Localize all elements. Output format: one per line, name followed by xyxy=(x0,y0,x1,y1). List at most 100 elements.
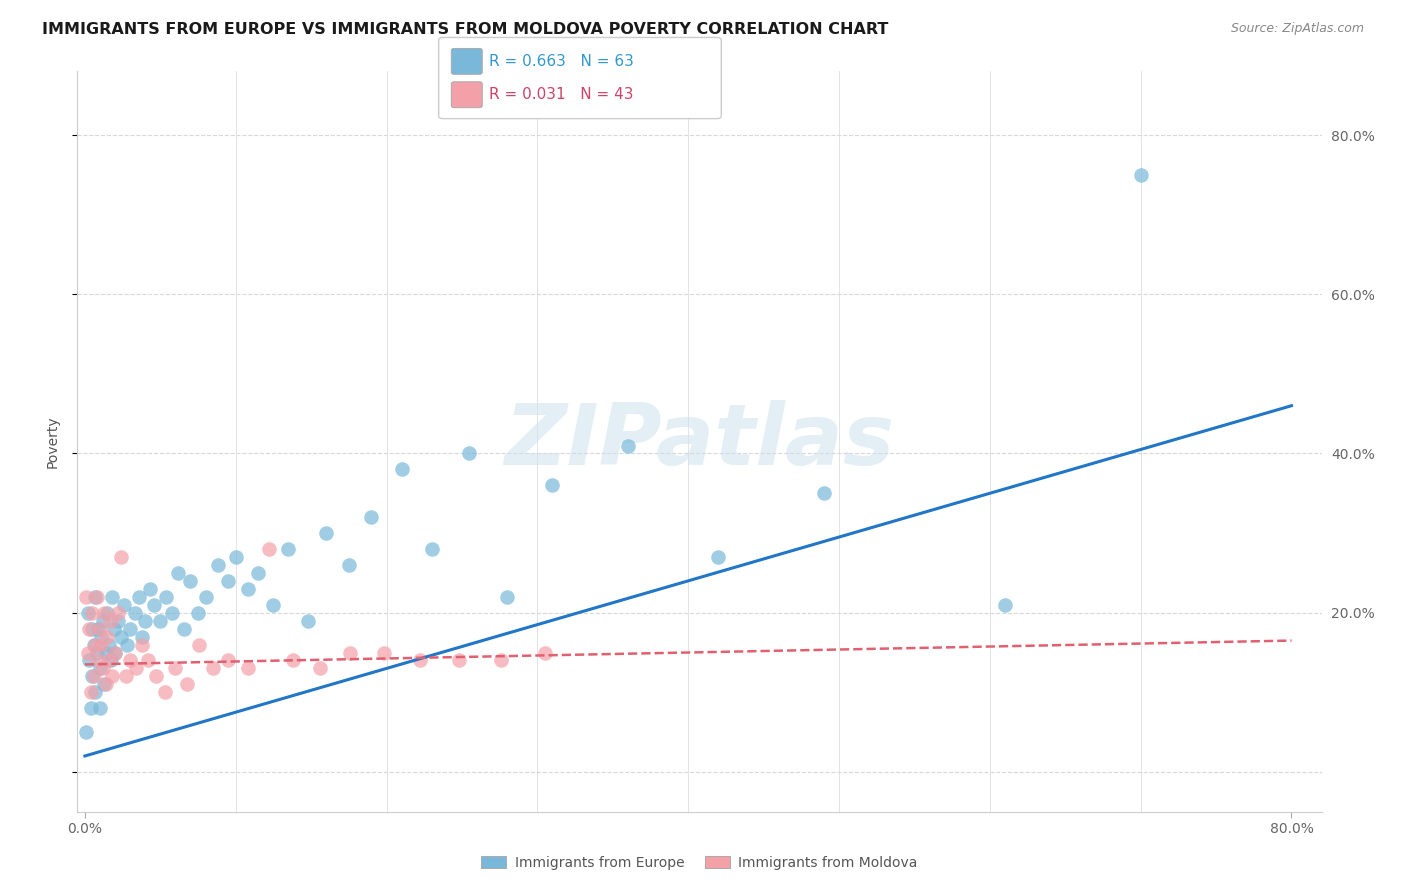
Point xyxy=(534,646,557,660)
Point xyxy=(93,677,115,691)
Point xyxy=(120,622,142,636)
Point xyxy=(143,598,166,612)
Point xyxy=(315,526,337,541)
Text: R = 0.031   N = 43: R = 0.031 N = 43 xyxy=(489,87,634,103)
Point xyxy=(124,606,146,620)
Point xyxy=(110,630,132,644)
Point xyxy=(101,590,124,604)
Point xyxy=(391,462,413,476)
Point xyxy=(131,630,153,644)
Text: ZIPatlas: ZIPatlas xyxy=(505,400,894,483)
Point xyxy=(176,677,198,691)
Point xyxy=(194,590,217,604)
Point xyxy=(98,653,121,667)
Point xyxy=(138,582,160,596)
Point xyxy=(77,646,100,660)
Point xyxy=(103,622,125,636)
Point xyxy=(89,701,111,715)
Point xyxy=(107,614,129,628)
Y-axis label: Poverty: Poverty xyxy=(45,416,59,467)
Point xyxy=(373,646,395,660)
Point xyxy=(217,574,239,588)
Point xyxy=(617,438,640,452)
Point xyxy=(94,646,117,660)
Point xyxy=(225,549,247,564)
Point xyxy=(82,669,104,683)
Point xyxy=(80,685,103,699)
Point xyxy=(217,653,239,667)
Point xyxy=(114,669,136,683)
Point xyxy=(149,614,172,628)
Point xyxy=(98,638,121,652)
Point xyxy=(134,614,156,628)
Point xyxy=(167,566,190,580)
Point xyxy=(89,622,111,636)
Point xyxy=(84,685,107,699)
Point xyxy=(100,614,122,628)
Point xyxy=(173,622,195,636)
Point xyxy=(112,598,135,612)
Point xyxy=(188,638,211,652)
Point xyxy=(165,661,187,675)
Point xyxy=(207,558,229,572)
Point xyxy=(339,646,361,660)
Point xyxy=(107,606,129,620)
Text: Source: ZipAtlas.com: Source: ZipAtlas.com xyxy=(1230,22,1364,36)
Legend: Immigrants from Europe, Immigrants from Moldova: Immigrants from Europe, Immigrants from … xyxy=(475,850,924,875)
Point xyxy=(236,582,259,596)
Point xyxy=(297,614,319,628)
Point xyxy=(236,661,259,675)
Point xyxy=(187,606,209,620)
Point xyxy=(87,653,110,667)
Point xyxy=(247,566,270,580)
Point xyxy=(83,638,105,652)
Point xyxy=(94,677,117,691)
Point xyxy=(813,486,835,500)
Point xyxy=(541,478,564,492)
Point xyxy=(277,541,299,556)
Point xyxy=(90,630,112,644)
Point xyxy=(128,590,150,604)
Point xyxy=(162,606,184,620)
Point xyxy=(104,646,127,660)
Point xyxy=(86,646,108,660)
Point xyxy=(153,685,176,699)
Point xyxy=(496,590,519,604)
Point xyxy=(115,638,138,652)
Point xyxy=(82,606,104,620)
Point xyxy=(131,638,153,652)
Point xyxy=(110,549,132,564)
Point xyxy=(360,510,382,524)
Point xyxy=(84,590,107,604)
Point xyxy=(281,653,304,667)
Text: IMMIGRANTS FROM EUROPE VS IMMIGRANTS FROM MOLDOVA POVERTY CORRELATION CHART: IMMIGRANTS FROM EUROPE VS IMMIGRANTS FRO… xyxy=(42,22,889,37)
Point xyxy=(125,661,148,675)
Point xyxy=(179,574,201,588)
Point xyxy=(83,669,105,683)
Point xyxy=(90,638,112,652)
Point xyxy=(96,630,118,644)
Point xyxy=(75,590,97,604)
Point xyxy=(994,598,1017,612)
Point xyxy=(89,661,111,675)
Point xyxy=(91,661,114,675)
Point xyxy=(82,622,104,636)
Point xyxy=(120,653,142,667)
Point xyxy=(77,606,100,620)
Point xyxy=(100,653,122,667)
Point xyxy=(91,614,114,628)
Point xyxy=(202,661,225,675)
Point xyxy=(420,541,443,556)
Point xyxy=(87,622,110,636)
Point xyxy=(80,701,103,715)
Point xyxy=(155,590,177,604)
Point xyxy=(458,446,481,460)
Point xyxy=(309,661,332,675)
Point xyxy=(337,558,360,572)
Point xyxy=(79,653,101,667)
Point xyxy=(79,622,101,636)
Point xyxy=(262,598,284,612)
Point xyxy=(136,653,159,667)
Point xyxy=(75,725,97,739)
Point xyxy=(101,669,124,683)
